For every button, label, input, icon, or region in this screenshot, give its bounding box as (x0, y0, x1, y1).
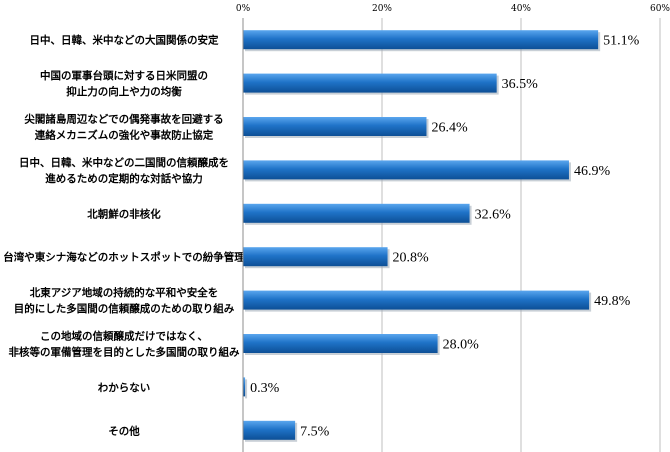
category-label-line: 北東アジア地域の持続的な平和や安全を (30, 286, 219, 299)
value-label: 51.1% (603, 34, 640, 49)
value-label: 28.0% (443, 338, 480, 353)
bar (243, 420, 296, 440)
x-axis-ticks: 0% 20% 40% 60% (236, 4, 670, 14)
bar (243, 203, 470, 223)
category-label-line: この地域の信頼醸成だけではなく、 (40, 330, 208, 343)
value-label: 36.5% (502, 77, 539, 92)
value-label: 26.4% (431, 121, 468, 136)
category-label-line: 進めるための定期的な対話や協力 (45, 172, 203, 185)
category-label: 日中、日韓、米中などの大国関係の安定 (30, 34, 219, 47)
category-label: 北朝鮮の非核化 (87, 207, 161, 220)
bar (243, 160, 569, 180)
bar (243, 334, 438, 353)
category-label: 日中、日韓、米中などの二国間の信頼醸成を進めるための定期的な対話や協力 (19, 156, 229, 185)
category-label: その他 (108, 424, 140, 437)
category-label-line: 非核等の軍備管理を目的とした多国間の取り組み (9, 346, 240, 359)
bar (243, 247, 388, 267)
category-label-line: わからない (98, 382, 151, 394)
bar (243, 73, 497, 93)
category-label: 台湾や東シナ海などのホットスポットでの紛争管理 (3, 251, 245, 264)
value-label: 49.8% (594, 294, 631, 309)
bar (243, 30, 599, 50)
category-label-line: 中国の軍事台頭に対する日米同盟の (40, 69, 208, 82)
x-tick-label: 0% (236, 4, 251, 14)
value-label: 32.6% (475, 207, 512, 222)
value-label: 7.5% (300, 424, 330, 439)
category-label-line: 台湾や東シナ海などのホットスポットでの紛争管理 (3, 251, 245, 264)
bar (243, 377, 246, 397)
category-label: この地域の信頼醸成だけではなく、非核等の軍備管理を目的とした多国間の取り組み (9, 330, 240, 359)
category-label-line: 連絡メカニズムの強化や事故防止協定 (35, 129, 214, 142)
category-label-line: 北朝鮮の非核化 (87, 207, 161, 220)
category-label-line: 日中、日韓、米中などの大国関係の安定 (30, 34, 219, 47)
category-label-line: 抑止力の向上や力の均衡 (66, 85, 182, 98)
category-label-line: 日中、日韓、米中などの二国間の信頼醸成を (19, 156, 229, 169)
x-tick-label: 60% (650, 4, 670, 14)
bar-shadow (245, 379, 248, 399)
bars (243, 30, 601, 442)
bar (243, 290, 590, 310)
x-tick-label: 20% (372, 4, 392, 14)
bar (243, 117, 427, 136)
category-label-line: その他 (108, 424, 140, 437)
value-label: 0.3% (250, 381, 280, 396)
category-labels: 日中、日韓、米中などの大国関係の安定中国の軍事台頭に対する日米同盟の抑止力の向上… (3, 34, 245, 438)
value-label: 20.8% (393, 251, 430, 266)
category-label: 中国の軍事台頭に対する日米同盟の抑止力の向上や力の均衡 (40, 69, 208, 98)
category-label: わからない (98, 382, 151, 394)
x-tick-label: 40% (511, 4, 531, 14)
category-label-line: 目的にした多国間の信頼醸成のための取り組み (14, 302, 235, 315)
category-label-line: 尖閣諸島周辺などでの偶発事故を回避する (24, 113, 223, 126)
value-labels: 51.1% 36.5% 26.4% 46.9% 32.6% 20.8% 49.8% 28.0%… (250, 34, 640, 440)
value-label: 46.9% (574, 164, 611, 179)
category-label: 尖閣諸島周辺などでの偶発事故を回避する連絡メカニズムの強化や事故防止協定 (24, 113, 223, 142)
category-label: 北東アジア地域の持続的な平和や安全を目的にした多国間の信頼醸成のための取り組み (14, 286, 235, 315)
